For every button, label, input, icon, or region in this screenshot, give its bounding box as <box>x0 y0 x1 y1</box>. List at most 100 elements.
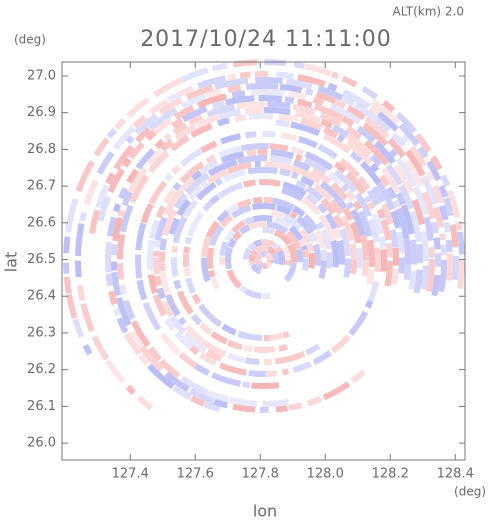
radar-cell <box>231 219 247 234</box>
radar-cell <box>255 260 262 266</box>
y-tick-label: 26.7 <box>27 179 56 194</box>
radar-cell <box>185 84 214 101</box>
radar-cell <box>183 246 191 254</box>
radar-cell <box>176 198 191 217</box>
radar-cell <box>340 215 355 242</box>
radar-cell <box>417 146 429 159</box>
radar-cell <box>250 263 262 275</box>
radar-cell <box>112 203 122 213</box>
radar-cell <box>200 140 218 154</box>
radar-cell <box>420 265 429 290</box>
radar-cell <box>430 221 439 234</box>
radar-cell <box>184 236 193 245</box>
radar-cell <box>159 332 181 355</box>
radar-cell <box>66 293 78 319</box>
radar-cell <box>310 167 332 185</box>
radar-cell <box>291 171 299 180</box>
radar-cell <box>329 198 344 216</box>
radar-cell <box>218 362 247 376</box>
radar-cell <box>385 243 393 258</box>
radar-cell <box>83 178 99 206</box>
radar-cell <box>214 177 224 187</box>
radar-cell <box>168 217 180 235</box>
y-tick-label: 26.3 <box>27 325 56 340</box>
radar-cell <box>389 229 399 248</box>
radar-cell <box>129 174 150 204</box>
radar-cell <box>290 146 305 156</box>
radar-cell <box>312 243 321 266</box>
radar-cell <box>367 239 375 268</box>
radar-cell <box>163 133 172 142</box>
radar-cell <box>117 263 125 280</box>
radar-cell <box>282 213 303 231</box>
radar-cell <box>205 220 220 239</box>
radar-cell <box>352 200 362 211</box>
radar-cell <box>158 97 183 116</box>
radar-cell <box>139 345 164 372</box>
radar-cell <box>304 151 334 171</box>
radar-cell <box>336 239 345 265</box>
radar-cell <box>329 103 362 125</box>
radar-cell <box>126 168 140 184</box>
radar-cell <box>207 247 215 269</box>
radar-cell <box>189 345 200 356</box>
radar-cell <box>293 61 305 70</box>
radar-cell <box>372 212 385 235</box>
radar-cell <box>284 96 295 104</box>
radar-cell <box>72 318 85 338</box>
radar-cell <box>445 239 453 252</box>
radar-cell <box>343 258 351 279</box>
radar-cell <box>350 208 366 237</box>
radar-cell <box>179 161 205 184</box>
radar-cell <box>185 277 196 294</box>
radar-cell <box>303 157 328 175</box>
radar-cell <box>255 77 283 84</box>
radar-cell <box>213 398 228 409</box>
radar-cell <box>214 77 249 90</box>
radar-cell <box>366 189 380 207</box>
radar-cell <box>238 224 251 235</box>
radar-cell <box>217 117 230 127</box>
radar-cell <box>361 85 379 100</box>
radar-cell <box>96 151 115 175</box>
radar-cell <box>395 207 410 240</box>
radar-cell <box>234 114 247 122</box>
radar-cell <box>162 188 177 205</box>
radar-cell <box>267 246 277 256</box>
radar-cell <box>320 249 327 260</box>
radar-cell <box>170 135 190 152</box>
radar-cell <box>106 216 117 237</box>
radar-cell <box>226 73 237 81</box>
radar-cell <box>219 214 234 228</box>
radar-cell <box>345 190 357 202</box>
radar-cell <box>82 343 93 356</box>
radar-cell <box>339 227 351 257</box>
radar-cell <box>226 339 243 351</box>
radar-cell <box>313 183 333 202</box>
radar-cell <box>364 300 374 309</box>
radar-cell <box>306 395 323 407</box>
radar-cell <box>281 245 291 261</box>
radar-cell <box>244 216 255 226</box>
radar-cell <box>339 157 361 179</box>
radar-cell <box>265 370 278 377</box>
radar-cell <box>181 93 207 109</box>
radar-cell <box>404 159 425 188</box>
radar-cell <box>387 137 406 158</box>
radar-cell <box>342 207 354 222</box>
radar-cell <box>252 197 262 204</box>
radar-cell <box>135 222 147 251</box>
radar-cell <box>297 136 318 149</box>
radar-cell <box>210 331 228 345</box>
radar-cell <box>148 180 168 205</box>
radar-cell <box>190 395 206 407</box>
radar-cell <box>153 257 160 275</box>
radar-cell <box>360 160 382 186</box>
radar-cell <box>378 174 390 188</box>
radar-cell <box>256 261 264 269</box>
radar-cell <box>105 172 116 185</box>
radar-cell <box>389 148 398 158</box>
radar-cell <box>300 117 323 131</box>
radar-cell <box>245 83 279 90</box>
